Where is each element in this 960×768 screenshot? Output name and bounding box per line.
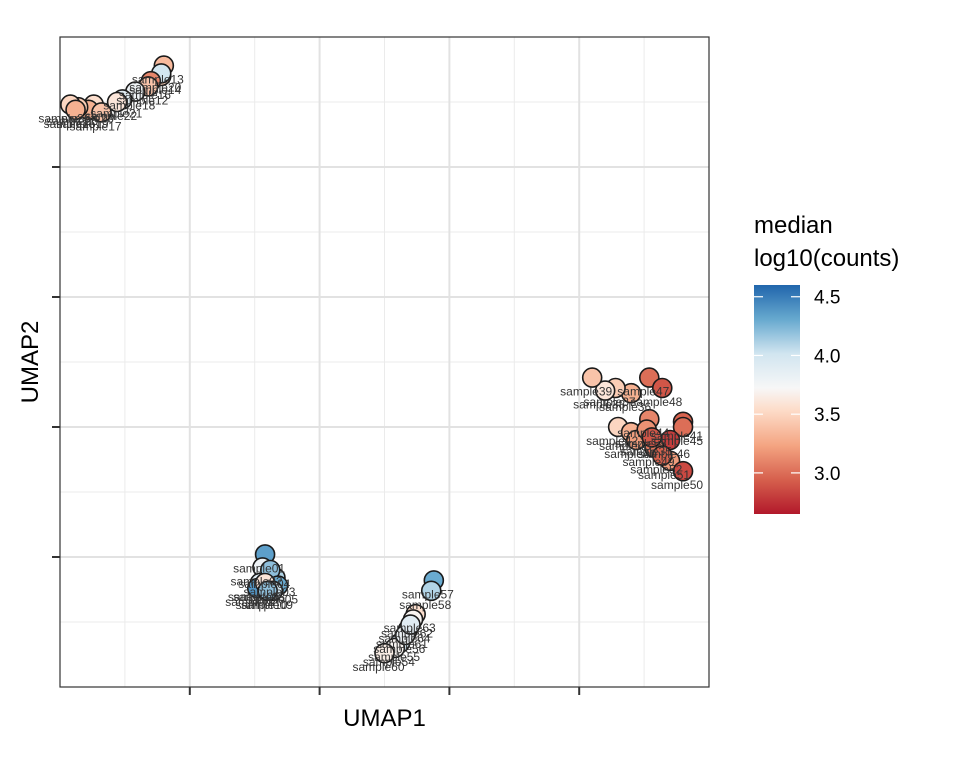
point-label: sample60: [353, 660, 405, 674]
color-legend: median log10(counts) 4.5 4.0 3.5 3.0: [754, 212, 899, 514]
point-label: sample62: [381, 626, 433, 640]
point-label: sample46: [638, 447, 690, 461]
point-label: sample03: [243, 585, 295, 599]
point-label: sample07: [225, 595, 277, 609]
data-point: [400, 614, 421, 635]
point-label: sample19: [57, 117, 109, 131]
point-label: sample12: [116, 93, 168, 107]
data-point: [641, 427, 663, 448]
point-label: sample02: [230, 574, 282, 588]
point-label: sample18: [103, 99, 155, 113]
point-label: sample44: [617, 426, 669, 440]
point-label: sample10: [236, 598, 288, 612]
point-label: sample57: [402, 587, 454, 601]
legend-tick-label: 4.5: [814, 288, 840, 309]
point-label: sample40: [604, 447, 656, 461]
point-label: sample37: [584, 395, 636, 409]
point-label: sample49: [622, 455, 674, 469]
point-label: sample54: [363, 655, 415, 669]
data-point: [374, 642, 395, 664]
point-label: sample64: [378, 632, 430, 646]
point-label: sample61: [376, 637, 428, 651]
point-label: sample53: [615, 437, 667, 451]
point-label: sample52: [630, 463, 682, 477]
point-label: sample41: [651, 429, 703, 443]
point-label: sample22: [85, 109, 137, 123]
point-label: sample20: [129, 80, 181, 94]
data-points: [60, 55, 694, 664]
legend-tick-label: 3.0: [814, 464, 840, 485]
point-label: sample23: [62, 112, 114, 126]
point-label: sample08: [233, 590, 285, 604]
point-labels: sample13sample14sample20sample16sample12…: [38, 73, 703, 675]
data-point: [257, 580, 278, 602]
point-label: sample45: [651, 434, 703, 448]
point-label: sample17: [70, 119, 122, 133]
data-point: [65, 99, 86, 121]
point-label: sample42: [586, 434, 638, 448]
data-point: [672, 416, 694, 438]
data-point: [420, 580, 442, 602]
point-label: sample38: [573, 398, 625, 412]
legend-colorbar: [754, 285, 800, 514]
data-point: [672, 460, 694, 482]
data-point: [91, 102, 112, 123]
point-label: sample43: [599, 439, 651, 453]
point-label: sample48: [630, 395, 682, 409]
point-label: sample50: [651, 478, 703, 492]
data-point: [581, 367, 603, 388]
point-label: sample04: [238, 577, 290, 591]
point-label: sample58: [399, 598, 451, 612]
legend-ticks: 4.5 4.0 3.5 3.0: [754, 288, 840, 485]
point-label: sample21: [90, 106, 142, 120]
x-axis-title: UMAP1: [343, 705, 426, 732]
point-label: sample13: [132, 73, 184, 87]
point-label: sample25: [46, 114, 98, 128]
gridlines: [60, 37, 709, 687]
point-label: sample16: [119, 88, 171, 102]
point-label: sample06: [228, 590, 280, 604]
legend-title-line1: median: [754, 212, 833, 239]
point-label: sample01: [233, 561, 285, 575]
point-label: sample26: [38, 112, 90, 126]
data-point: [651, 445, 673, 466]
y-axis-title: UMAP2: [17, 321, 44, 404]
data-point: [651, 377, 673, 399]
data-point: [106, 91, 128, 113]
legend-title-line2: log10(counts): [754, 245, 899, 272]
point-label: sample63: [384, 621, 436, 635]
point-label: sample47: [617, 385, 669, 399]
point-label: sample15: [44, 117, 96, 131]
legend-tick-label: 3.5: [814, 405, 840, 426]
point-label: sample09: [241, 598, 293, 612]
point-label: sample14: [129, 83, 181, 97]
axis-ticks: [52, 166, 581, 695]
plot-panel-border: [59, 36, 710, 688]
point-label: sample51: [638, 468, 690, 482]
point-label: sample56: [373, 642, 425, 656]
data-point: [594, 380, 616, 401]
legend-tick-label: 4.0: [814, 346, 840, 367]
point-label: sample05: [246, 593, 298, 607]
point-label: sample36: [599, 400, 651, 414]
point-label: sample39: [560, 385, 612, 399]
point-label: sample55: [368, 650, 420, 664]
point-label: sample35: [620, 444, 672, 458]
